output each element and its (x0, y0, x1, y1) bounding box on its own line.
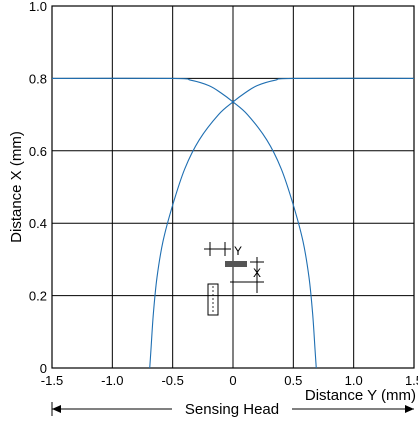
x-tick-label: -0.5 (161, 373, 183, 388)
x-tick-label: 0.5 (284, 373, 302, 388)
y-tick-label: 0 (40, 361, 47, 376)
series-line-2 (51, 77, 317, 369)
target-hatch (225, 261, 247, 267)
dimension-right-arrow-icon (405, 405, 414, 413)
sensor-schematic: Y X (204, 242, 264, 316)
sensing-head-dimension: Sensing Head (51, 401, 414, 418)
series-line-1 (149, 77, 415, 369)
inset-x-label: X (253, 266, 261, 280)
y-tick-label: 0.4 (29, 216, 47, 231)
x-tick-label: -1.5 (41, 373, 63, 388)
dimension-left-arrow-icon (52, 405, 61, 413)
x-tick-label: 0 (229, 373, 236, 388)
y-tick-label: 0.8 (29, 71, 47, 86)
grid (51, 5, 415, 369)
x-tick-label: 1.0 (345, 373, 363, 388)
y-tick-label: 1.0 (29, 0, 47, 14)
sensing-head-icon (207, 283, 219, 316)
plot-frame (51, 5, 415, 369)
y-axis-title: Distance X (mm) (8, 131, 25, 243)
inset-y-label: Y (234, 244, 242, 258)
x-tick-label: 1.5 (405, 373, 418, 388)
x-axis-title: Distance Y (mm) (305, 387, 416, 404)
y-tick-labels: 0 0.2 0.4 0.6 0.8 1.0 (29, 0, 47, 376)
x-tick-labels: -1.5 -1.0 -0.5 0 0.5 1.0 1.5 (41, 373, 418, 388)
sensing-head-label: Sensing Head (185, 401, 279, 418)
y-tick-label: 0.6 (29, 144, 47, 159)
series-group (51, 77, 415, 369)
y-tick-label: 0.2 (29, 289, 47, 304)
x-tick-label: -1.0 (101, 373, 123, 388)
